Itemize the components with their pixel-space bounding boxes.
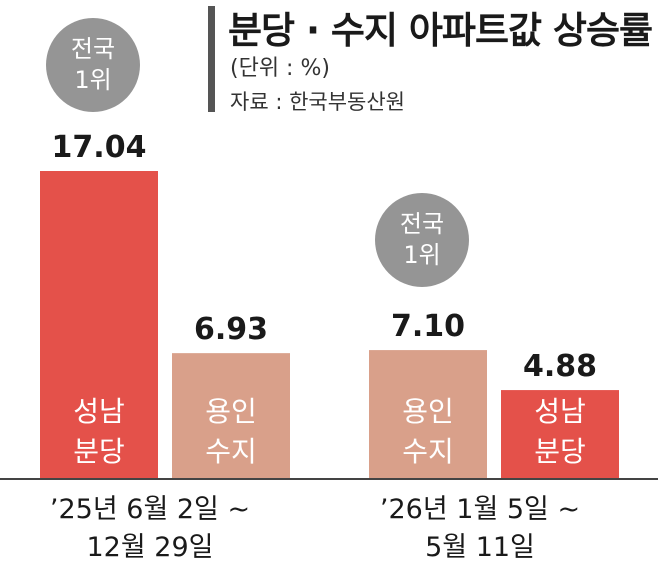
bar	[40, 171, 158, 478]
period-line-2: 12월 29일	[86, 532, 214, 563]
value-label: 4.88	[523, 349, 597, 384]
rank-badge: 전국 1위	[375, 193, 469, 287]
badge-line-2: 1위	[403, 241, 441, 269]
chart-title: 분당 · 수지 아파트값 상승률	[228, 9, 653, 52]
bar-label-line-1: 용인	[402, 395, 454, 428]
badge-line-1: 전국	[399, 210, 445, 238]
period-line-2: 5월 11일	[425, 532, 535, 563]
value-label: 17.04	[52, 130, 147, 165]
bar-label-line-2: 분당	[73, 435, 125, 468]
bar-label-line-2: 수지	[402, 435, 454, 468]
bar-label-line-1: 성남	[73, 395, 125, 428]
bar-label-line-1: 성남	[534, 395, 586, 428]
unit-label: (단위 : %)	[230, 56, 330, 81]
period-line-1: ’25년 6월 2일 ~	[49, 494, 251, 525]
title-accent-bar	[208, 6, 215, 112]
period-label: ’26년 1월 5일 ~ 5월 11일	[330, 491, 630, 567]
bar	[369, 350, 487, 478]
period-line-1: ’26년 1월 5일 ~	[379, 494, 581, 525]
rank-badge: 전국 1위	[46, 18, 140, 112]
period-label: ’25년 6월 2일 ~ 12월 29일	[0, 491, 300, 567]
value-label: 7.10	[391, 309, 465, 344]
badge-line-1: 전국	[70, 35, 116, 63]
bar-label-line-2: 분당	[534, 435, 586, 468]
value-label: 6.93	[194, 312, 268, 347]
badge-line-2: 1위	[74, 66, 112, 94]
bar-label-line-1: 용인	[205, 395, 257, 428]
bar	[501, 390, 619, 478]
source-label: 자료 : 한국부동산원	[230, 90, 405, 114]
bar	[172, 353, 290, 478]
bar-label-line-2: 수지	[205, 435, 257, 468]
